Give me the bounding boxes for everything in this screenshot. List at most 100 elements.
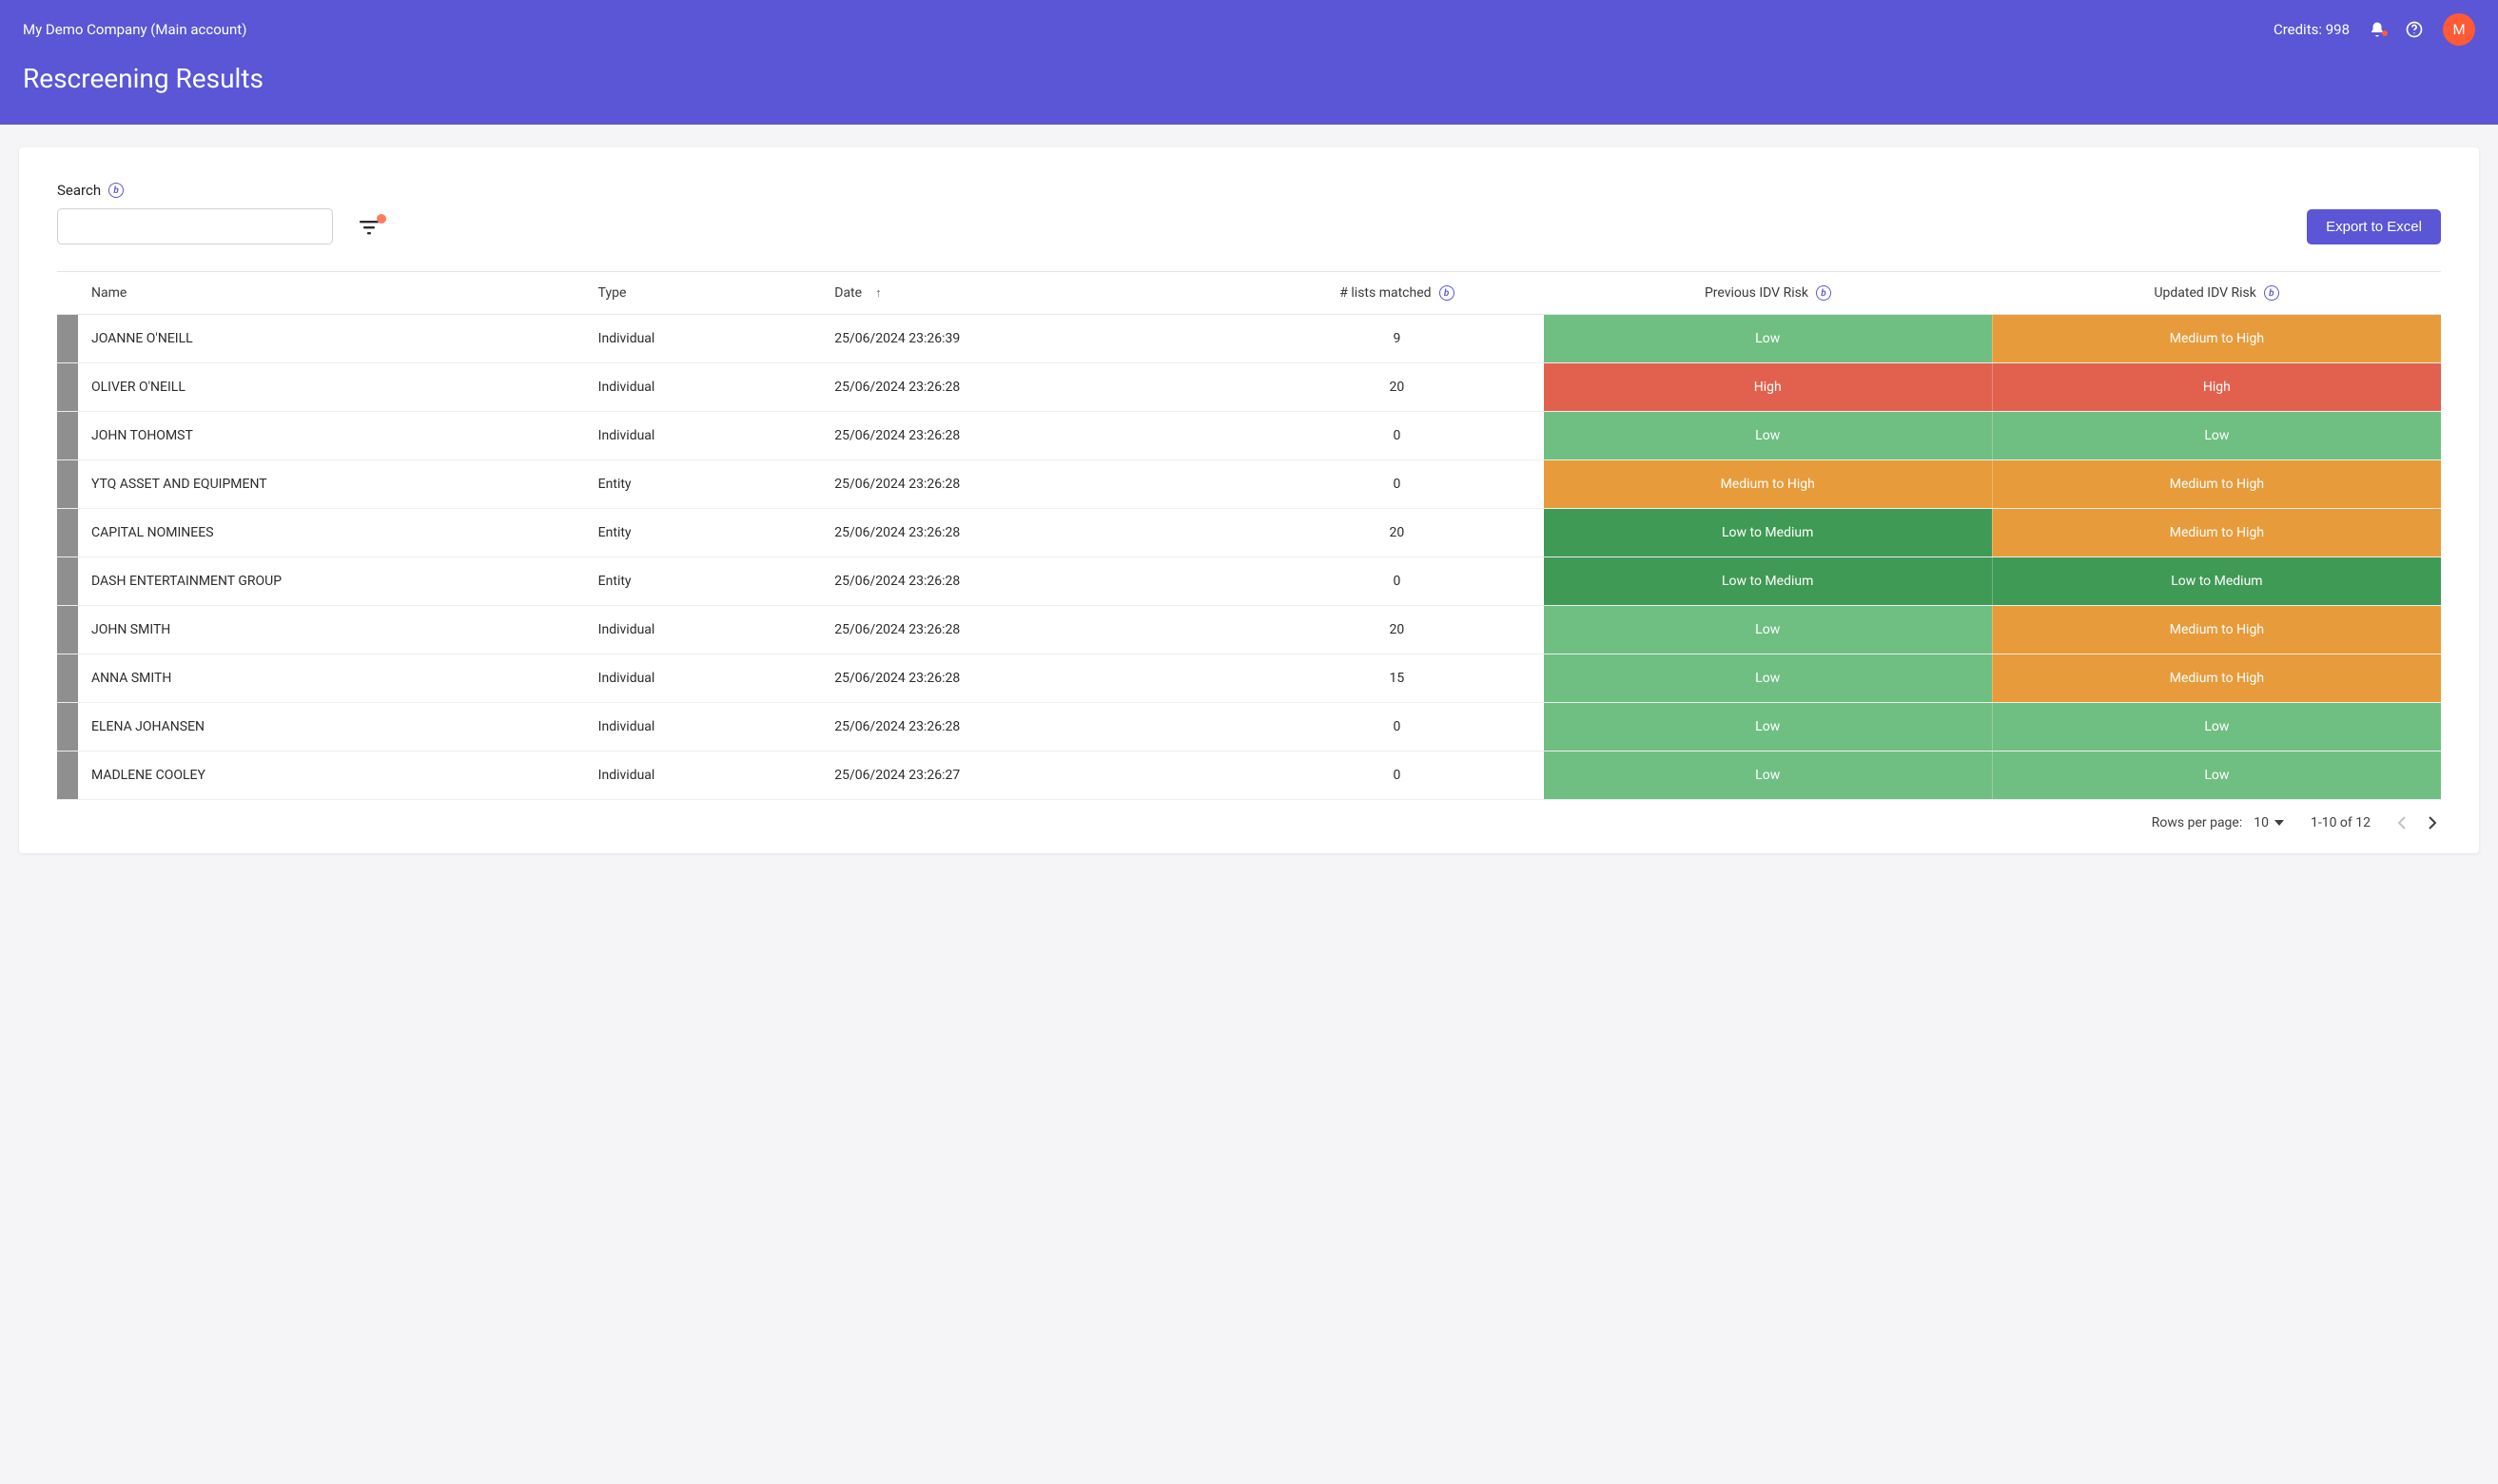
cell-date: 25/06/2024 23:26:28 [834,557,1259,606]
cell-lists-matched: 0 [1259,460,1543,509]
table-row[interactable]: OLIVER O'NEILLIndividual25/06/2024 23:26… [57,363,2441,412]
cell-previous-risk: Low [1544,412,1993,460]
search-label: Search [57,182,101,199]
table-row[interactable]: JOHN SMITHIndividual25/06/2024 23:26:282… [57,606,2441,654]
cell-lists-matched: 20 [1259,509,1543,557]
notifications-button[interactable] [2369,21,2386,38]
cell-date: 25/06/2024 23:26:28 [834,606,1259,654]
results-panel: Search b Export to Excel Name Type [19,147,2479,853]
row-status-marker [57,557,78,606]
credits-label: Credits: 998 [2274,21,2350,38]
chevron-left-icon [2397,816,2406,830]
cell-previous-risk: Low [1544,752,1993,800]
caret-down-icon [2274,820,2284,826]
cell-updated-risk: Medium to High [1992,315,2441,363]
cell-updated-risk: Low to Medium [1992,557,2441,606]
rows-per-page-select[interactable]: 10 [2254,815,2284,830]
cell-name: YTQ ASSET AND EQUIPMENT [78,460,598,509]
table-row[interactable]: JOANNE O'NEILLIndividual25/06/2024 23:26… [57,315,2441,363]
cell-date: 25/06/2024 23:26:28 [834,703,1259,752]
filter-active-dot-icon [377,214,386,224]
cell-updated-risk: Medium to High [1992,509,2441,557]
cell-lists-matched: 0 [1259,703,1543,752]
cell-type: Entity [598,460,835,509]
cell-type: Individual [598,363,835,412]
table-row[interactable]: ELENA JOHANSENIndividual25/06/2024 23:26… [57,703,2441,752]
page-range: 1-10 of 12 [2311,815,2371,830]
search-input[interactable] [57,208,333,244]
cell-lists-matched: 0 [1259,412,1543,460]
next-page-button[interactable] [2429,816,2437,830]
export-excel-button[interactable]: Export to Excel [2307,209,2441,244]
cell-name: JOHN TOHOMST [78,412,598,460]
row-status-marker [57,363,78,412]
cell-previous-risk: Low [1544,315,1993,363]
table-row[interactable]: CAPITAL NOMINEESEntity25/06/2024 23:26:2… [57,509,2441,557]
prev-page-button [2397,816,2406,830]
cell-lists-matched: 20 [1259,363,1543,412]
avatar-initial: M [2452,21,2465,38]
info-icon[interactable]: b [1816,285,1831,301]
cell-date: 25/06/2024 23:26:28 [834,363,1259,412]
col-header-lists[interactable]: # lists matchedb [1259,272,1543,315]
cell-type: Entity [598,557,835,606]
row-status-marker [57,703,78,752]
filter-button[interactable] [360,220,379,239]
cell-name: DASH ENTERTAINMENT GROUP [78,557,598,606]
account-name[interactable]: My Demo Company (Main account) [23,21,246,38]
sort-asc-icon: ↑ [875,285,882,301]
help-button[interactable] [2405,20,2424,39]
table-row[interactable]: MADLENE COOLEYIndividual25/06/2024 23:26… [57,752,2441,800]
cell-updated-risk: Low [1992,752,2441,800]
row-status-marker [57,412,78,460]
cell-lists-matched: 0 [1259,752,1543,800]
cell-date: 25/06/2024 23:26:28 [834,654,1259,703]
cell-date: 25/06/2024 23:26:28 [834,412,1259,460]
cell-name: CAPITAL NOMINEES [78,509,598,557]
info-icon[interactable]: b [1439,285,1454,301]
cell-previous-risk: Low [1544,654,1993,703]
chevron-right-icon [2429,816,2437,830]
cell-previous-risk: High [1544,363,1993,412]
cell-previous-risk: Medium to High [1544,460,1993,509]
cell-date: 25/06/2024 23:26:28 [834,509,1259,557]
table-row[interactable]: JOHN TOHOMSTIndividual25/06/2024 23:26:2… [57,412,2441,460]
cell-previous-risk: Low [1544,703,1993,752]
cell-updated-risk: Medium to High [1992,460,2441,509]
cell-lists-matched: 9 [1259,315,1543,363]
cell-date: 25/06/2024 23:26:27 [834,752,1259,800]
cell-lists-matched: 20 [1259,606,1543,654]
table-row[interactable]: YTQ ASSET AND EQUIPMENTEntity25/06/2024 … [57,460,2441,509]
cell-lists-matched: 0 [1259,557,1543,606]
row-status-marker [57,606,78,654]
cell-type: Individual [598,412,835,460]
cell-updated-risk: Medium to High [1992,606,2441,654]
results-table: Name Type Date↑ # lists matchedb Previou… [57,271,2441,800]
cell-previous-risk: Low to Medium [1544,509,1993,557]
cell-name: ELENA JOHANSEN [78,703,598,752]
cell-date: 25/06/2024 23:26:39 [834,315,1259,363]
cell-updated-risk: Low [1992,703,2441,752]
cell-updated-risk: High [1992,363,2441,412]
row-status-marker [57,460,78,509]
app-header: My Demo Company (Main account) Credits: … [0,0,2498,125]
cell-previous-risk: Low to Medium [1544,557,1993,606]
cell-name: ANNA SMITH [78,654,598,703]
info-icon[interactable]: b [108,183,124,198]
col-header-upd-risk[interactable]: Updated IDV Riskb [1992,272,2441,315]
table-row[interactable]: DASH ENTERTAINMENT GROUPEntity25/06/2024… [57,557,2441,606]
cell-type: Individual [598,752,835,800]
cell-type: Individual [598,315,835,363]
col-header-type[interactable]: Type [598,272,835,315]
col-header-date[interactable]: Date↑ [834,272,1259,315]
avatar[interactable]: M [2443,13,2475,46]
info-icon[interactable]: b [2264,285,2279,301]
pagination: Rows per page: 10 1-10 of 12 [57,800,2441,834]
rows-per-page-label: Rows per page: [2152,815,2242,830]
cell-updated-risk: Low [1992,412,2441,460]
notification-dot-icon [2382,30,2388,36]
table-row[interactable]: ANNA SMITHIndividual25/06/2024 23:26:281… [57,654,2441,703]
col-header-name[interactable]: Name [78,272,598,315]
row-status-marker [57,509,78,557]
col-header-prev-risk[interactable]: Previous IDV Riskb [1544,272,1993,315]
